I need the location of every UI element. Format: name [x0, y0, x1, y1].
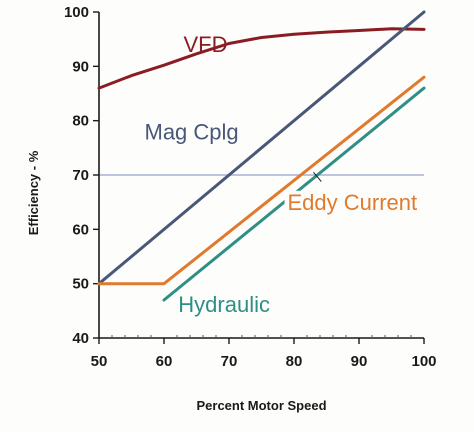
series-label-hydraulic: Hydraulic — [178, 292, 270, 317]
x-tick-label-60: 60 — [156, 353, 173, 370]
series-line-mag-cplg — [97, 10, 426, 286]
y-tick-label-80: 80 — [72, 113, 89, 130]
x-tick-label-50: 50 — [91, 353, 108, 370]
y-tick-label-50: 50 — [72, 276, 89, 293]
eddy-current-label-backing — [284, 190, 413, 216]
y-tick-label-60: 60 — [72, 221, 89, 238]
x-tick-label-100: 100 — [411, 353, 436, 370]
series-line-vfd — [97, 27, 426, 90]
y-tick-label-90: 90 — [72, 58, 89, 75]
y-tick-label-70: 70 — [72, 167, 89, 184]
series-label-vfd: VFD — [184, 32, 228, 57]
series-line-eddy-current — [97, 75, 426, 286]
series-label-mag-cplg: Mag Cplg — [145, 120, 239, 145]
y-tick-label-40: 40 — [72, 330, 89, 347]
series-label-eddy-current: Eddy Current — [288, 190, 418, 215]
y-tick-label-100: 100 — [64, 4, 89, 21]
y-axis-label: Efficiency - % — [26, 150, 41, 235]
x-tick-label-80: 80 — [286, 353, 303, 370]
annotation-leader — [313, 171, 322, 182]
x-tick-label-70: 70 — [221, 353, 238, 370]
x-tick-label-90: 90 — [351, 353, 368, 370]
x-axis-label: Percent Motor Speed — [196, 398, 326, 413]
